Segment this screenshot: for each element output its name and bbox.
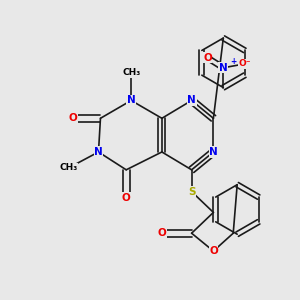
Text: O: O (209, 246, 218, 256)
Text: O: O (68, 113, 77, 123)
Text: O: O (203, 53, 212, 63)
Text: N: N (209, 147, 218, 157)
Text: CH₃: CH₃ (60, 163, 78, 172)
Text: O: O (122, 193, 130, 202)
Text: +: + (230, 57, 236, 66)
Text: N: N (219, 63, 228, 73)
Text: S: S (188, 187, 195, 196)
Text: N: N (94, 147, 103, 157)
Text: N: N (127, 95, 136, 106)
Text: O: O (158, 228, 166, 238)
Text: O⁻: O⁻ (239, 59, 251, 68)
Text: CH₃: CH₃ (122, 68, 140, 77)
Text: N: N (187, 95, 196, 106)
